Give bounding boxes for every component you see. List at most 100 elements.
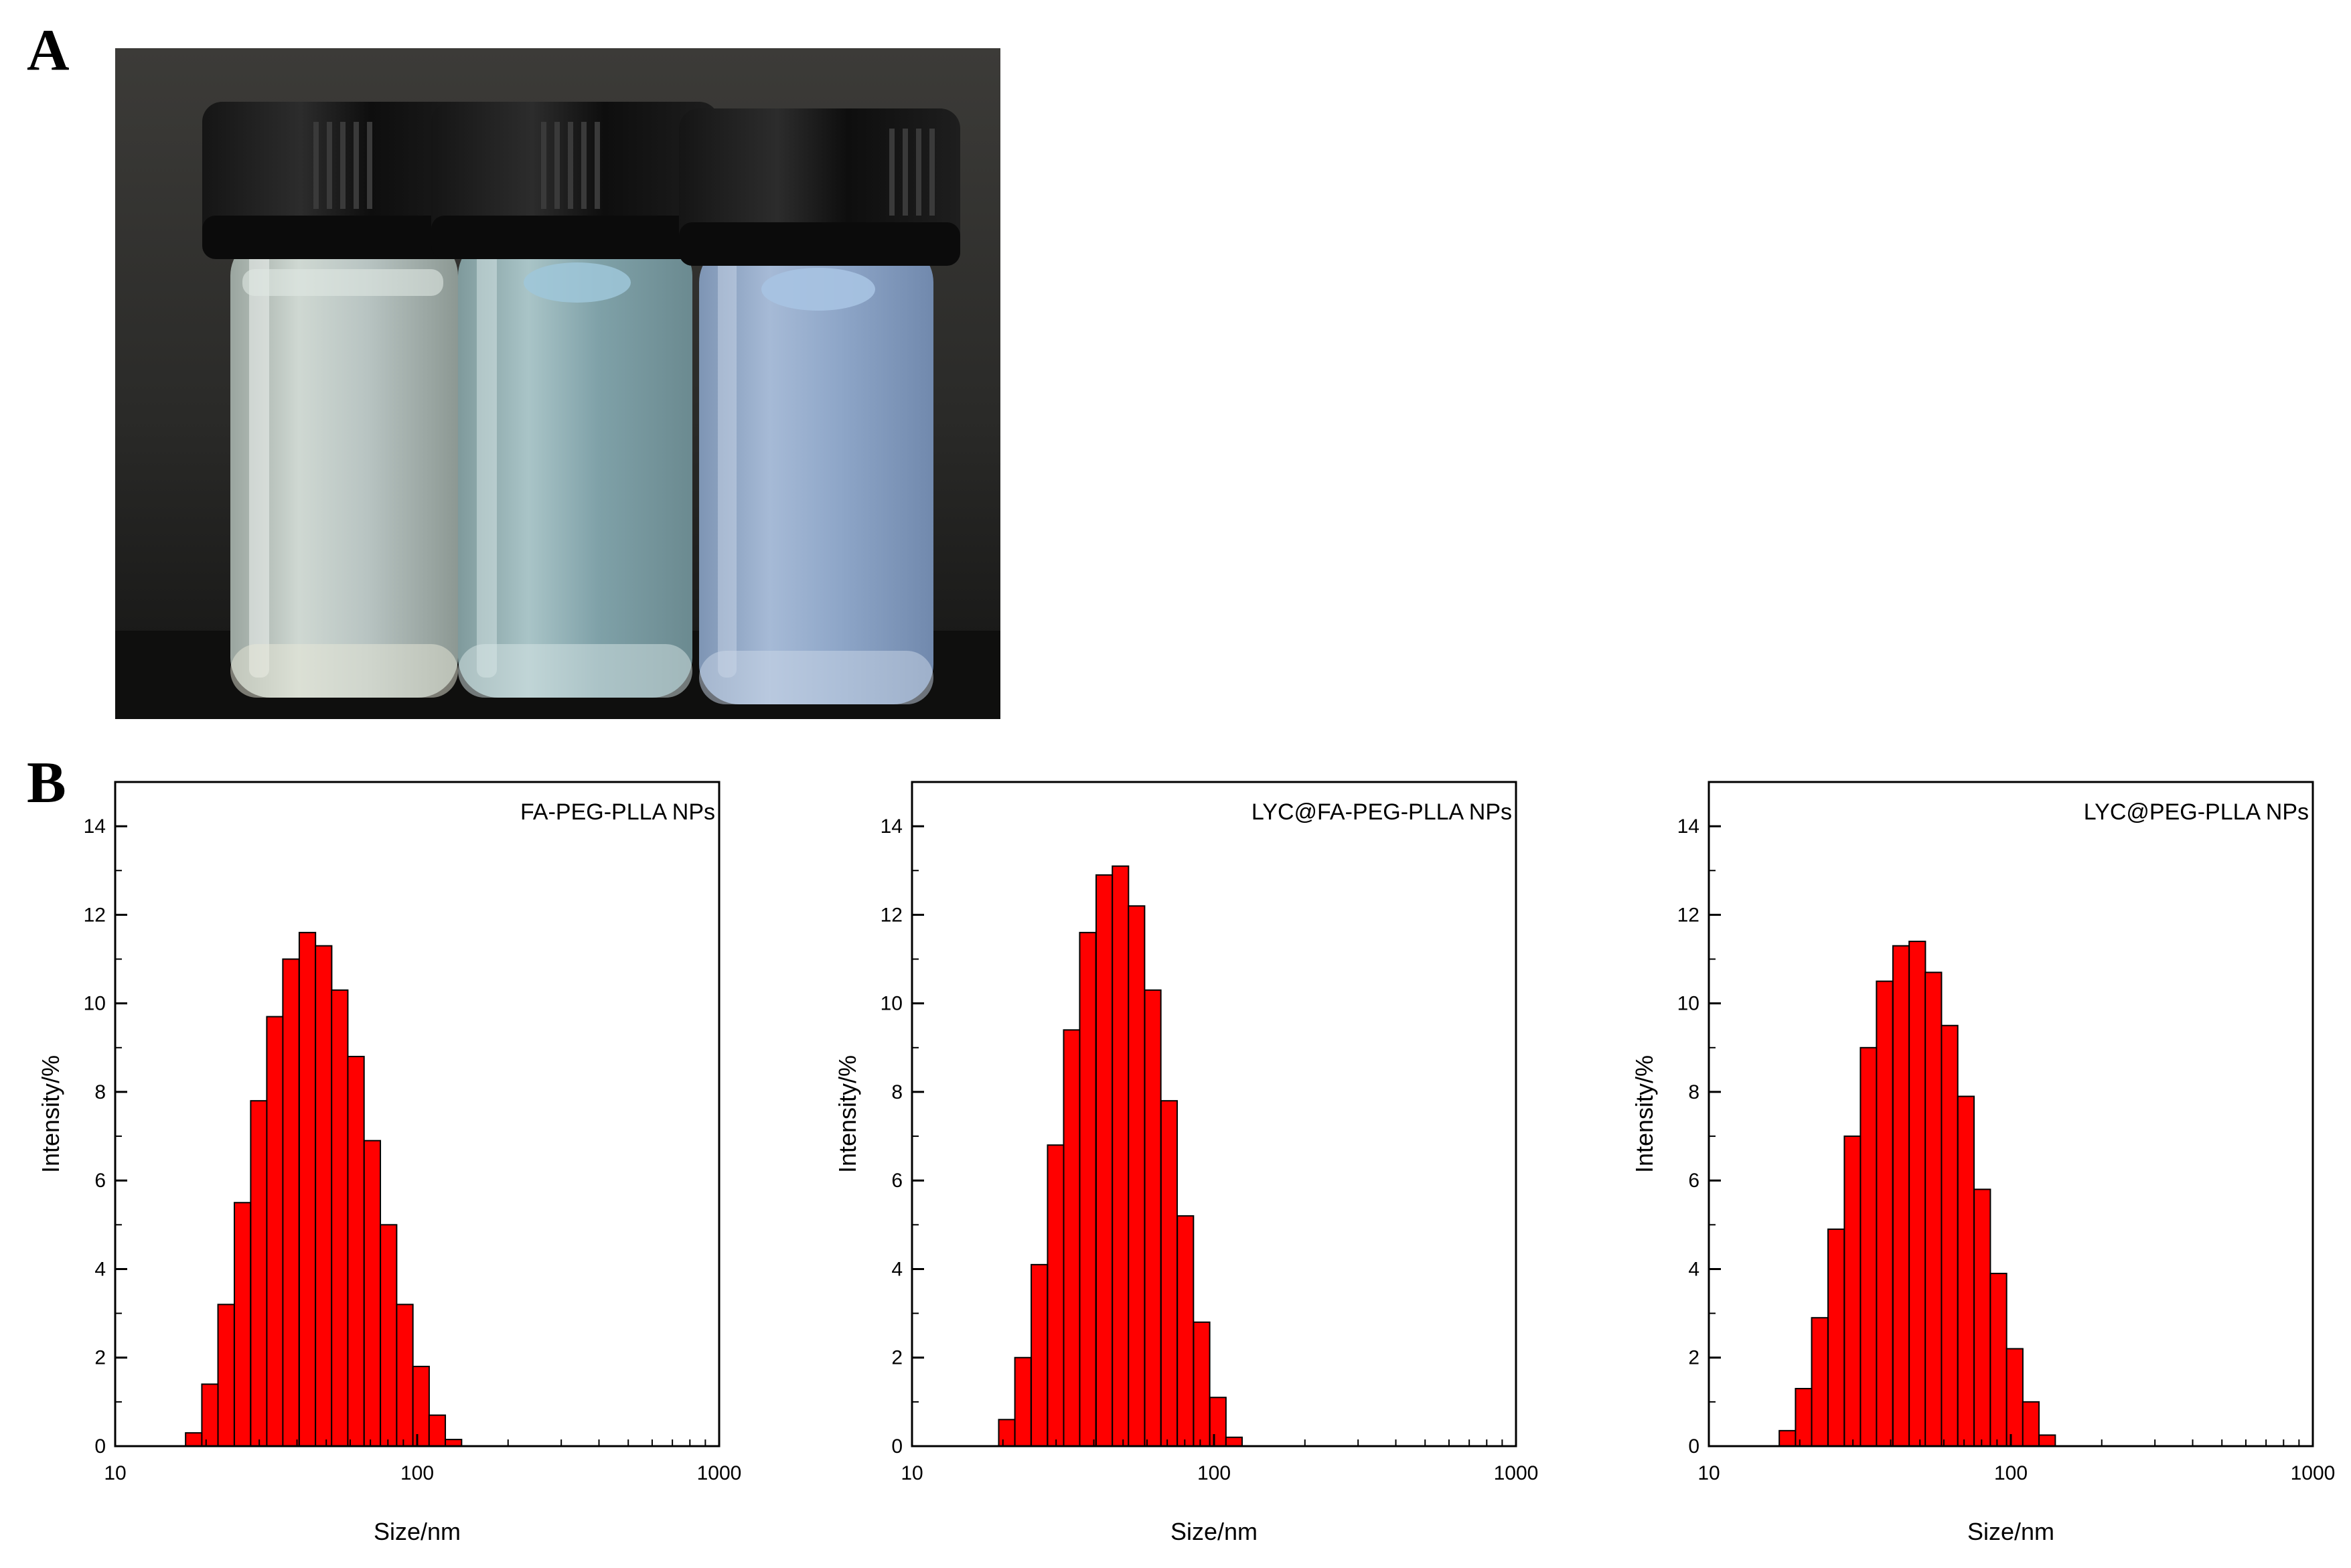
y-tick-label: 8 [891,1081,903,1103]
histogram-bar [1924,971,1943,1447]
histogram-bar [201,1383,219,1447]
x-tick-label: 10 [104,1462,126,1484]
histogram-chart-1: 0 2 4 6 8 10 12 14 10 100 1000 FA-PEG-PLLA NPs Size/… [40,781,742,1545]
vial-1 [202,102,483,698]
y-tick-label: 6 [94,1170,106,1192]
x-tick-label: 10 [1697,1462,1720,1484]
histogram-bar [1063,1029,1081,1447]
histogram-bar [1014,1356,1032,1447]
histogram-bar [1160,1100,1178,1447]
y-tick-label: 10 [1677,993,1699,1015]
y-tick-label: 6 [1688,1170,1699,1192]
y-tick-label: 10 [881,993,903,1015]
histogram-bar [1941,1024,1959,1447]
x-tick-label: 10 [901,1462,923,1484]
histogram-bar [1177,1215,1195,1447]
histogram-bar [1144,989,1162,1447]
plot-frame [1708,781,2314,1447]
chart-title: LYC@FA-PEG-PLLA NPs [1252,799,1512,825]
histogram-bar [428,1414,447,1447]
y-tick-label: 10 [84,993,106,1015]
histogram-bar [363,1140,382,1447]
histogram-bar [1079,931,1097,1447]
plot-frame [911,781,1517,1447]
histogram-bar [1778,1429,1797,1447]
histogram-bar [1193,1321,1211,1447]
histogram-bar [1795,1388,1813,1447]
x-axis-label: Size/nm [1170,1518,1258,1545]
histogram-bar [250,1100,268,1447]
histogram-bar [412,1365,430,1447]
y-tick-label: 12 [1677,904,1699,926]
x-axis-label: Size/nm [1967,1518,2054,1545]
histogram-bar [1112,865,1130,1447]
x-tick-label: 1000 [1494,1462,1539,1484]
panel-a-label: A [27,18,70,83]
histogram-bar [1209,1397,1227,1447]
histogram-bar [1827,1228,1845,1447]
histogram-bar [1128,905,1146,1447]
x-tick-label: 100 [400,1462,434,1484]
histogram-bar [1860,1046,1878,1447]
y-tick-label: 14 [84,815,106,838]
y-tick-label: 8 [1688,1081,1699,1103]
histogram-bar [217,1304,235,1447]
histogram-bar [298,931,317,1447]
histogram-bar [315,945,333,1447]
histogram-bar [2022,1401,2040,1447]
histogram-bar [1031,1263,1049,1447]
histogram-bar [2005,1348,2024,1447]
histogram-bar [998,1419,1016,1447]
y-axis-label: Intensity/% [837,1055,861,1173]
y-tick-label: 2 [891,1347,903,1369]
histogram-bar [282,958,300,1447]
histogram-bar [396,1304,414,1447]
histogram-bar [234,1202,252,1447]
histogram-bar [1047,1144,1065,1447]
histogram-chart-2: 0 2 4 6 8 10 12 14 10 100 1000 LYC@FA-PEG-PLLA NPs S… [837,781,1539,1545]
y-axis-label: Intensity/% [1634,1055,1658,1173]
chart-title: LYC@PEG-PLLA NPs [2084,799,2309,825]
y-tick-label: 12 [84,904,106,926]
panel-b-label: B [27,751,66,815]
y-tick-label: 2 [1688,1347,1699,1369]
y-tick-label: 4 [94,1258,106,1280]
plot-frame [114,781,721,1447]
vials-photo [115,48,1000,719]
x-axis-label: Size/nm [374,1518,461,1545]
y-tick-label: 8 [94,1081,106,1103]
y-tick-label: 0 [94,1435,106,1458]
vial-3 [679,108,960,704]
y-tick-label: 6 [891,1170,903,1192]
y-tick-label: 0 [1688,1435,1699,1458]
y-tick-label: 4 [891,1258,903,1280]
histogram-bar [2038,1434,2056,1447]
histogram-bar [1095,874,1114,1447]
histogram-bar [1892,945,1910,1447]
histogram-bar [185,1432,203,1447]
histogram-bar [1957,1095,1975,1447]
histogram-bar [1876,980,1894,1447]
histogram-bar [1908,941,1926,1447]
vial-2 [431,102,719,698]
x-tick-label: 1000 [2291,1462,2336,1484]
x-tick-label: 100 [1994,1462,2028,1484]
y-tick-label: 14 [881,815,903,838]
histogram-bar [1811,1317,1829,1447]
histogram-bar [266,1016,284,1447]
x-tick-label: 100 [1197,1462,1231,1484]
histogram-chart-3: 0 2 4 6 8 10 12 14 10 100 1000 LYC@PEG-PLLA NPs Size… [1634,781,2336,1545]
histogram-bar [347,1056,365,1447]
histogram-bar [380,1224,398,1447]
histogram-bar [1225,1436,1243,1447]
histogram-bar [1973,1188,1991,1447]
y-tick-label: 14 [1677,815,1699,838]
histogram-bar [1843,1135,1862,1447]
histogram-bar [331,989,349,1447]
y-tick-label: 2 [94,1347,106,1369]
x-tick-label: 1000 [697,1462,742,1484]
y-tick-label: 12 [881,904,903,926]
histogram-bar [1989,1273,2007,1447]
chart-title: FA-PEG-PLLA NPs [520,799,715,825]
y-axis-label: Intensity/% [40,1055,64,1173]
